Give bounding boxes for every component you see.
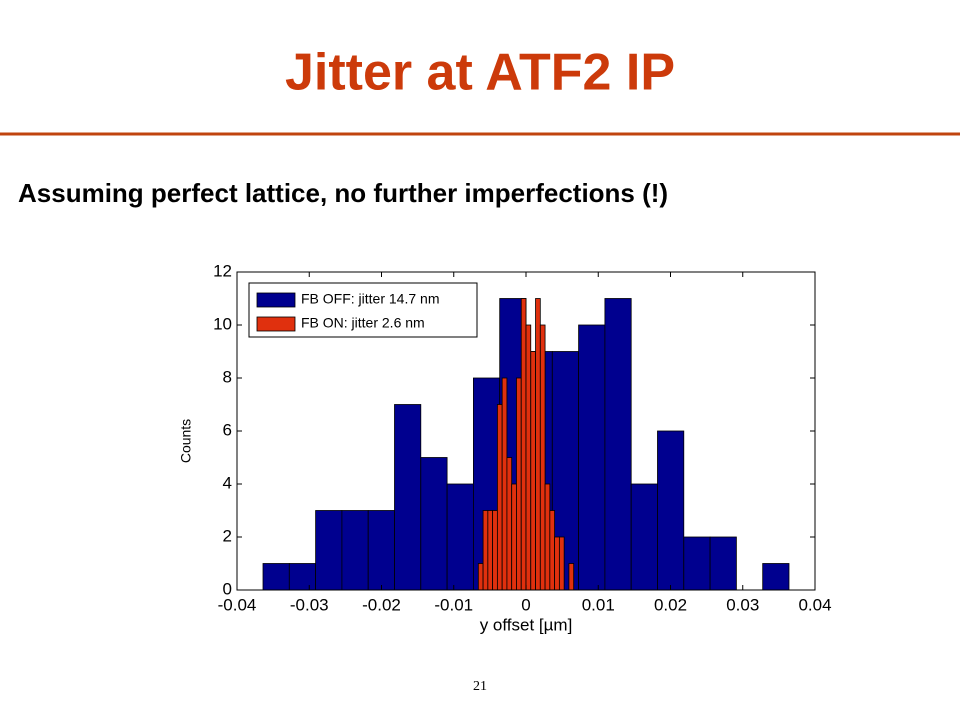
bar [520, 298, 527, 591]
page-number: 21 [473, 679, 487, 694]
bar [683, 536, 711, 591]
bar [477, 563, 484, 591]
plot: -0.04 -0.03 -0.02 -0.01 0 0.01 0.02 0.03 0.04 0 2 4… [178, 261, 832, 634]
bar [262, 563, 290, 591]
legend-swatch [256, 316, 296, 332]
y-tick-label: 10 [213, 314, 232, 333]
bar [544, 483, 551, 591]
x-tick-label: -0.04 [218, 595, 257, 614]
bar [315, 510, 343, 591]
bar [657, 430, 685, 591]
bar [446, 483, 474, 591]
legend-label: FB OFF: jitter 14.7 nm [301, 291, 439, 307]
bar [530, 351, 536, 591]
bar [420, 457, 448, 591]
bar [709, 536, 737, 591]
y-tick-label: 8 [223, 367, 232, 386]
y-tick-label: 4 [223, 473, 232, 492]
legend-label: FB ON: jitter 2.6 nm [301, 315, 425, 331]
bar [525, 324, 532, 591]
bar [482, 510, 489, 591]
bar [501, 377, 508, 591]
bar [539, 324, 546, 591]
x-tick-label: -0.03 [290, 595, 329, 614]
bar [762, 563, 790, 591]
bar [604, 298, 632, 591]
x-tick-label: 0.01 [582, 595, 615, 614]
bar [341, 510, 369, 591]
bar [535, 298, 541, 591]
x-tick-label: 0.03 [726, 595, 759, 614]
y-tick-label: 12 [213, 261, 232, 280]
bar [506, 457, 513, 591]
x-tick-label: -0.02 [362, 595, 401, 614]
legend-swatch [256, 292, 296, 308]
bar [516, 377, 522, 591]
x-tick-label: 0.04 [798, 595, 831, 614]
bar [367, 510, 395, 591]
y-tick-label: 6 [223, 420, 232, 439]
bar [496, 404, 503, 591]
bar [630, 483, 658, 591]
bar [578, 324, 606, 591]
bar [487, 510, 494, 591]
bar [568, 563, 575, 591]
x-tick-label: 0 [521, 595, 530, 614]
bar [549, 510, 556, 591]
y-tick-label: 2 [223, 526, 232, 545]
bar [394, 404, 422, 591]
slide-title: Jitter at ATF2 IP [285, 44, 675, 102]
x-axis-label: y offset [µm] [480, 615, 573, 634]
bar [554, 536, 560, 591]
bar [492, 510, 498, 591]
slide-subtitle: Assuming perfect lattice, no further imp… [18, 178, 668, 208]
x-tick-label: 0.02 [654, 595, 687, 614]
bar [558, 536, 565, 591]
x-tick-label: -0.01 [434, 595, 473, 614]
y-tick-label: 0 [223, 579, 232, 598]
bar [288, 563, 317, 591]
bar [511, 483, 517, 591]
y-axis-label: Counts [178, 419, 194, 463]
